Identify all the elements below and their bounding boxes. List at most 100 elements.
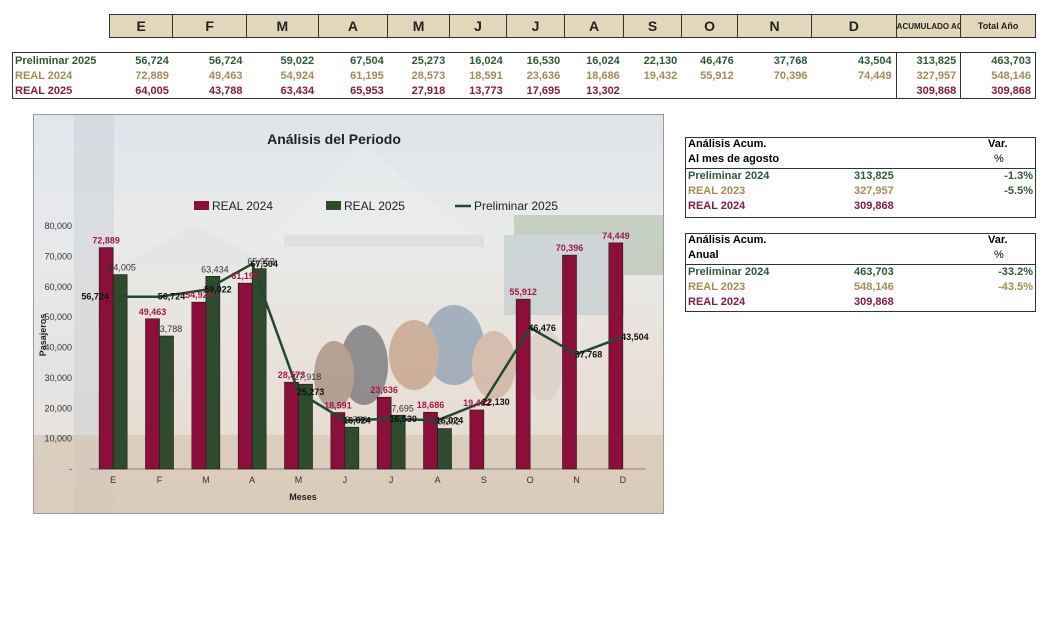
data-label-preliminar: 56,724 bbox=[158, 292, 186, 302]
data-label-real-2024: 18,591 bbox=[324, 401, 352, 411]
data-label-real-2024: 55,912 bbox=[509, 287, 537, 297]
month-header: O bbox=[680, 14, 739, 38]
data-label-real-2024: 49,463 bbox=[139, 307, 167, 317]
data-label-preliminar: 16,024 bbox=[343, 415, 371, 425]
cell: 43,504 bbox=[811, 52, 897, 68]
cell: 22,130 bbox=[623, 52, 682, 68]
cell: 37,768 bbox=[737, 52, 812, 68]
total-cell: 463,703 bbox=[960, 52, 1036, 68]
cell: 67,504 bbox=[318, 52, 388, 68]
month-header: N bbox=[737, 14, 812, 38]
cell: 74,449 bbox=[858, 69, 892, 82]
row-var: -43.5% bbox=[998, 281, 1033, 293]
y-tick-label: 10,000 bbox=[44, 434, 72, 444]
cell: 70,396 bbox=[773, 69, 808, 82]
cell: 13,302 bbox=[564, 83, 624, 99]
x-axis-label: Meses bbox=[289, 492, 317, 502]
y-tick-label: 40,000 bbox=[44, 343, 72, 353]
data-label-preliminar: 43,504 bbox=[621, 332, 649, 342]
data-label-real-2024: 72,889 bbox=[92, 236, 120, 246]
table-row: REAL 2025 64,005 43,788 63,434 65,953 27… bbox=[12, 83, 1036, 99]
row-label: REAL 2024 bbox=[688, 296, 746, 308]
row-label: REAL 2024 bbox=[688, 200, 746, 212]
chart-legend: REAL 2024 REAL 2025 Preliminar 2025 bbox=[194, 199, 558, 213]
x-tick-label: M bbox=[295, 475, 303, 485]
cell bbox=[623, 83, 682, 99]
analysis-title: Análisis Acum. bbox=[688, 234, 767, 246]
chart-svg: Análisis del Periodo REAL 2024 REAL 2025… bbox=[38, 131, 649, 502]
row-label: REAL 2024 bbox=[12, 68, 110, 83]
data-label-real-2025: 13,302 bbox=[433, 417, 461, 427]
cell: 55,912 bbox=[700, 69, 734, 82]
table-row: Preliminar 2024 463,703 -33.2% bbox=[686, 266, 1035, 281]
cell: 72,889 bbox=[135, 69, 169, 82]
row-label: Preliminar 2024 bbox=[688, 170, 770, 182]
analysis-title: Análisis Acum. bbox=[688, 138, 767, 150]
bar-real-2025 bbox=[251, 268, 267, 470]
cell: 54,924 bbox=[280, 69, 315, 82]
y-tick-label: - bbox=[69, 464, 72, 474]
bar-real-2024 bbox=[562, 254, 577, 470]
total-cell: 309,868 bbox=[960, 83, 1036, 99]
data-label-real-2024: 74,449 bbox=[602, 231, 630, 241]
acumulado-cell: 313,825 bbox=[895, 52, 961, 68]
month-header: A bbox=[317, 14, 389, 38]
data-label-preliminar: 46,476 bbox=[528, 323, 556, 333]
monthly-summary-table: E F M A M J J A S O N D ACUMULADO AGOSTO… bbox=[12, 14, 1036, 99]
cell: 13,773 bbox=[449, 83, 507, 99]
y-tick-label: 60,000 bbox=[44, 282, 72, 292]
data-label-real-2024: 18,686 bbox=[417, 400, 445, 410]
table-row: REAL 2024 309,868 bbox=[686, 296, 1035, 311]
analysis-august-table: Análisis Acum. Var. Al mes de agosto % P… bbox=[685, 137, 1036, 218]
bar-real-2024 bbox=[145, 318, 160, 470]
legend-swatch-real-2025 bbox=[326, 201, 341, 210]
total-header: Total Año bbox=[960, 14, 1036, 38]
data-label-real-2025: 65,953 bbox=[247, 257, 275, 267]
month-header: J bbox=[448, 14, 508, 38]
analysis-header-row: Análisis Acum. Var. bbox=[686, 234, 1035, 249]
cell: 46,476 bbox=[681, 52, 738, 68]
cell: 18,686 bbox=[586, 69, 620, 82]
analysis-subtitle: Al mes de agosto bbox=[688, 153, 780, 165]
acumulado-header: ACUMULADO AGOSTO bbox=[895, 14, 962, 38]
data-label-preliminar: 25,273 bbox=[297, 387, 325, 397]
x-tick-label: D bbox=[620, 475, 627, 485]
data-label-preliminar: 16,024 bbox=[436, 415, 464, 425]
table-row: Preliminar 2025 56,724 56,724 59,022 67,… bbox=[12, 52, 1036, 68]
legend-label: Preliminar 2025 bbox=[474, 199, 558, 213]
row-label: REAL 2023 bbox=[688, 281, 746, 293]
row-var: -5.5% bbox=[1004, 185, 1033, 197]
cell: 65,953 bbox=[318, 83, 388, 99]
x-tick-label: O bbox=[527, 475, 534, 485]
x-tick-label: M bbox=[202, 475, 210, 485]
table-row: REAL 2023 548,146 -43.5% bbox=[686, 281, 1035, 296]
bar-real-2024 bbox=[191, 301, 207, 470]
analysis-subtitle: Anual bbox=[688, 249, 719, 261]
table-row: REAL 2024 309,868 bbox=[686, 200, 1035, 215]
row-value: 327,957 bbox=[854, 185, 894, 197]
x-tick-label: J bbox=[389, 475, 394, 485]
analysis-header-row: Análisis Acum. Var. bbox=[686, 138, 1035, 153]
data-label-preliminar: 16,530 bbox=[389, 414, 417, 424]
data-label-preliminar: 56,724 bbox=[81, 292, 109, 302]
bar-real-2025 bbox=[205, 276, 221, 470]
data-label-real-2024: 54,924 bbox=[185, 290, 213, 300]
bar-real-2024 bbox=[608, 242, 624, 470]
bar-real-2025 bbox=[298, 383, 313, 470]
data-label-real-2024: 28,573 bbox=[278, 370, 306, 380]
cell: 61,195 bbox=[350, 69, 384, 82]
x-tick-label: S bbox=[481, 475, 487, 485]
cell: 17,695 bbox=[506, 83, 565, 99]
data-label-real-2024: 23,636 bbox=[370, 385, 398, 395]
cell: 18,591 bbox=[469, 69, 503, 82]
analysis-header-row: Anual % bbox=[686, 249, 1035, 265]
y-axis-label: Pasajeros bbox=[38, 314, 48, 357]
month-header: E bbox=[108, 14, 174, 38]
data-label-real-2024: 70,396 bbox=[556, 243, 584, 253]
analysis-header-row: Al mes de agosto % bbox=[686, 153, 1035, 169]
legend-swatch-real-2024 bbox=[194, 201, 209, 210]
data-label-real-2025: 64,005 bbox=[108, 263, 136, 273]
chart-title: Análisis del Periodo bbox=[267, 131, 401, 147]
data-label-preliminar: 37,768 bbox=[575, 349, 603, 359]
pct-header: % bbox=[994, 153, 1004, 165]
